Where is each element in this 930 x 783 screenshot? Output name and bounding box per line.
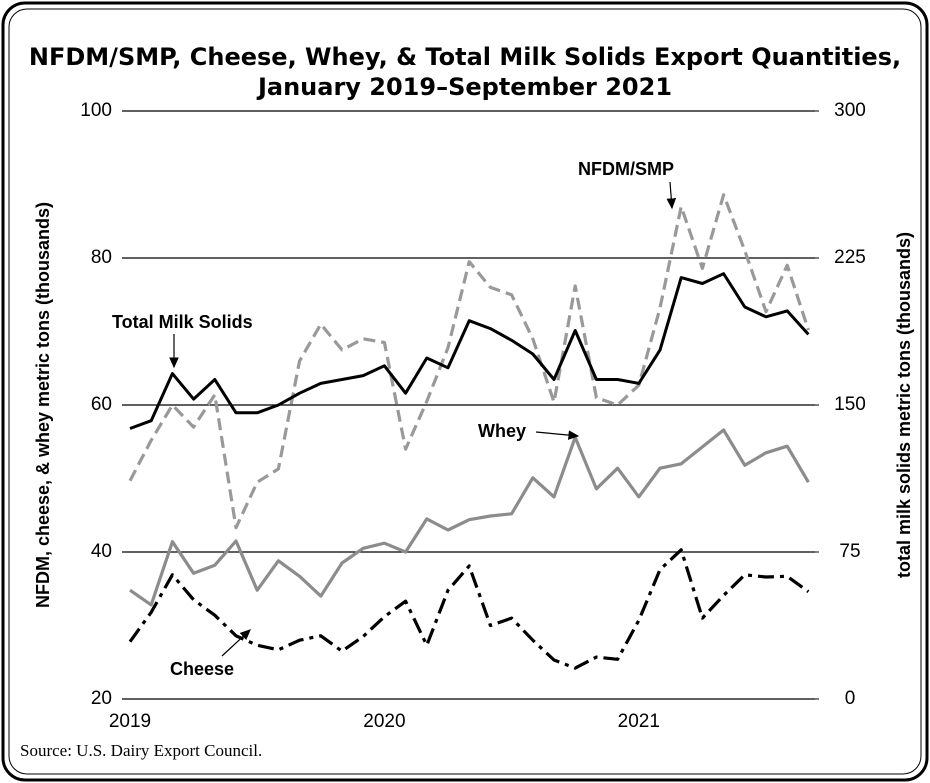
series-line bbox=[129, 272, 810, 430]
y-tick-label: 60 bbox=[91, 394, 112, 415]
inner-frame bbox=[8, 8, 922, 775]
series-annotation: NFDM/SMP bbox=[578, 159, 674, 179]
series-line bbox=[128, 193, 810, 530]
chart-title: January 2019–September 2021 bbox=[256, 73, 672, 101]
x-tick-label: 2021 bbox=[618, 711, 660, 732]
source: Source: U.S. Dairy Export Council. bbox=[20, 741, 262, 760]
y-axis-label: NFDM, cheese, & whey metric tons (thousa… bbox=[33, 202, 53, 608]
y-tick-label: 40 bbox=[91, 541, 112, 562]
y2-tick-label: 225 bbox=[834, 247, 866, 268]
x-tick-label: 2020 bbox=[363, 711, 405, 732]
series-line bbox=[129, 428, 810, 607]
chart-title: NFDM/SMP, Cheese, Whey, & Total Milk Sol… bbox=[29, 43, 901, 71]
series-annotation: Total Milk Solids bbox=[112, 312, 253, 332]
annotation-arrow bbox=[221, 629, 251, 657]
x-tick-label: 2019 bbox=[109, 711, 151, 732]
y2-tick-label: 0 bbox=[845, 688, 856, 709]
series-annotation: Whey bbox=[478, 421, 526, 441]
y-tick-label: 100 bbox=[80, 100, 112, 121]
y-tick-label: 20 bbox=[91, 688, 112, 709]
series-line bbox=[128, 548, 810, 670]
annotation-arrow bbox=[666, 181, 677, 210]
y2-tick-label: 150 bbox=[834, 394, 866, 415]
annotation-arrow bbox=[535, 430, 580, 440]
y-tick-label: 80 bbox=[91, 247, 112, 268]
series-annotation: Cheese bbox=[170, 659, 234, 679]
y2-tick-label: 300 bbox=[834, 100, 866, 121]
y2-tick-label: 75 bbox=[839, 541, 860, 562]
y2-axis-label: total milk solids metric tons (thousands… bbox=[894, 232, 914, 578]
